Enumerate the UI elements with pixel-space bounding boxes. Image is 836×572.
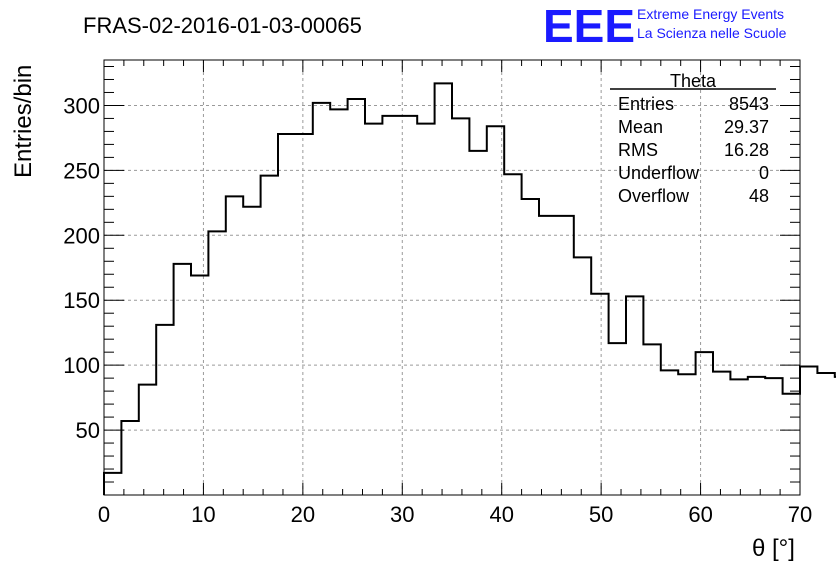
stats-value-overflow: 48 — [749, 186, 769, 206]
stats-label-underflow: Underflow — [618, 163, 700, 183]
x-tick-label: 40 — [489, 502, 513, 527]
y-axis-title: Entries/bin — [10, 65, 37, 178]
x-axis-title: θ [°] — [752, 535, 795, 562]
x-tick-label: 50 — [589, 502, 613, 527]
logo-line2: La Scienza nelle Scuole — [637, 25, 787, 41]
stats-label-mean: Mean — [618, 117, 663, 137]
stats-value-underflow: 0 — [759, 163, 769, 183]
stats-value-rms: 16.28 — [724, 140, 769, 160]
logo-mark: EEE — [543, 0, 635, 52]
stats-value-entries: 8543 — [729, 94, 769, 114]
x-tick-label: 20 — [291, 502, 315, 527]
y-tick-label: 250 — [63, 158, 100, 183]
stats-label-rms: RMS — [618, 140, 658, 160]
y-tick-label: 150 — [63, 288, 100, 313]
stats-value-mean: 29.37 — [724, 117, 769, 137]
stats-title: Theta — [670, 71, 717, 91]
y-tick-label: 100 — [63, 353, 100, 378]
x-tick-label: 60 — [688, 502, 712, 527]
eee-logo: EEE Extreme Energy Events La Scienza nel… — [543, 0, 787, 52]
x-tick-label: 0 — [98, 502, 110, 527]
axis-ticks — [103, 60, 801, 495]
stats-box: Theta Entries 8543 Mean 29.37 RMS 16.28 … — [610, 71, 776, 206]
tick-labels: 0 10 20 30 40 50 60 70 50 100 150 200 250 300 — [63, 93, 812, 527]
y-tick-label: 300 — [63, 93, 100, 118]
logo-line1: Extreme Energy Events — [637, 6, 784, 22]
chart-title: FRAS-02-2016-01-03-00065 — [83, 13, 362, 38]
x-tick-label: 30 — [390, 502, 414, 527]
y-tick-label: 200 — [63, 223, 100, 248]
stats-label-overflow: Overflow — [618, 186, 690, 206]
histogram-outline — [103, 82, 836, 495]
stats-label-entries: Entries — [618, 94, 674, 114]
x-tick-label: 70 — [788, 502, 812, 527]
x-tick-label: 10 — [191, 502, 215, 527]
plot-frame — [103, 59, 801, 496]
grid — [104, 60, 800, 495]
y-tick-label: 50 — [76, 418, 100, 443]
